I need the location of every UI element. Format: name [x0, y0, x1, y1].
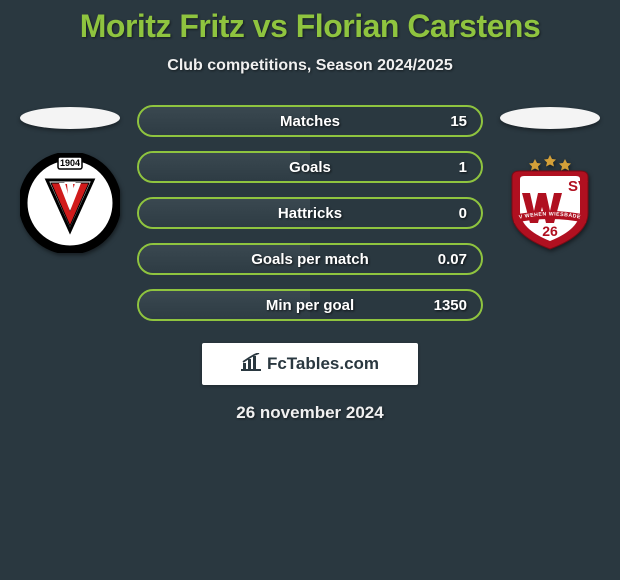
left-side: 1904 VIKTORIA KÖLN — [15, 103, 125, 247]
stat-value: 1350 — [434, 291, 467, 319]
stat-label: Hattricks — [139, 199, 481, 227]
stat-row: Hattricks0 — [137, 197, 483, 229]
stat-row: Goals1 — [137, 151, 483, 183]
viktoria-koln-badge: 1904 VIKTORIA KÖLN — [20, 159, 120, 247]
stat-row: Goals per match0.07 — [137, 243, 483, 275]
subtitle: Club competitions, Season 2024/2025 — [0, 57, 620, 75]
comparison-card: Moritz Fritz vs Florian Carstens Club co… — [0, 0, 620, 423]
stat-label: Matches — [139, 107, 481, 135]
stats-column: Matches15 Goals1 Hattricks0 Goals per match… — [137, 103, 483, 321]
stat-value: 0.07 — [438, 245, 467, 273]
wehen-wiesbaden-badge: SV 26 SV WEHEN WIESBADEN — [500, 159, 600, 247]
stat-value: 0 — [459, 199, 467, 227]
stat-value: 15 — [450, 107, 467, 135]
player-photo-placeholder-left — [20, 107, 120, 129]
stat-label: Goals — [139, 153, 481, 181]
right-side: SV 26 SV WEHEN WIESBADEN — [495, 103, 605, 247]
page-title: Moritz Fritz vs Florian Carstens — [0, 8, 620, 45]
main-row: 1904 VIKTORIA KÖLN — [0, 103, 620, 321]
chart-icon — [241, 353, 261, 376]
date-text: 26 november 2024 — [0, 403, 620, 423]
stat-row: Matches15 — [137, 105, 483, 137]
svg-text:26: 26 — [542, 223, 558, 239]
stat-value: 1 — [459, 153, 467, 181]
svg-text:SV: SV — [568, 178, 588, 195]
stat-label: Min per goal — [139, 291, 481, 319]
stat-label: Goals per match — [139, 245, 481, 273]
svg-text:1904: 1904 — [60, 158, 80, 168]
player-photo-placeholder-right — [500, 107, 600, 129]
brand-text: FcTables.com — [267, 354, 379, 374]
brand-box: FcTables.com — [202, 343, 418, 385]
stat-row: Min per goal1350 — [137, 289, 483, 321]
